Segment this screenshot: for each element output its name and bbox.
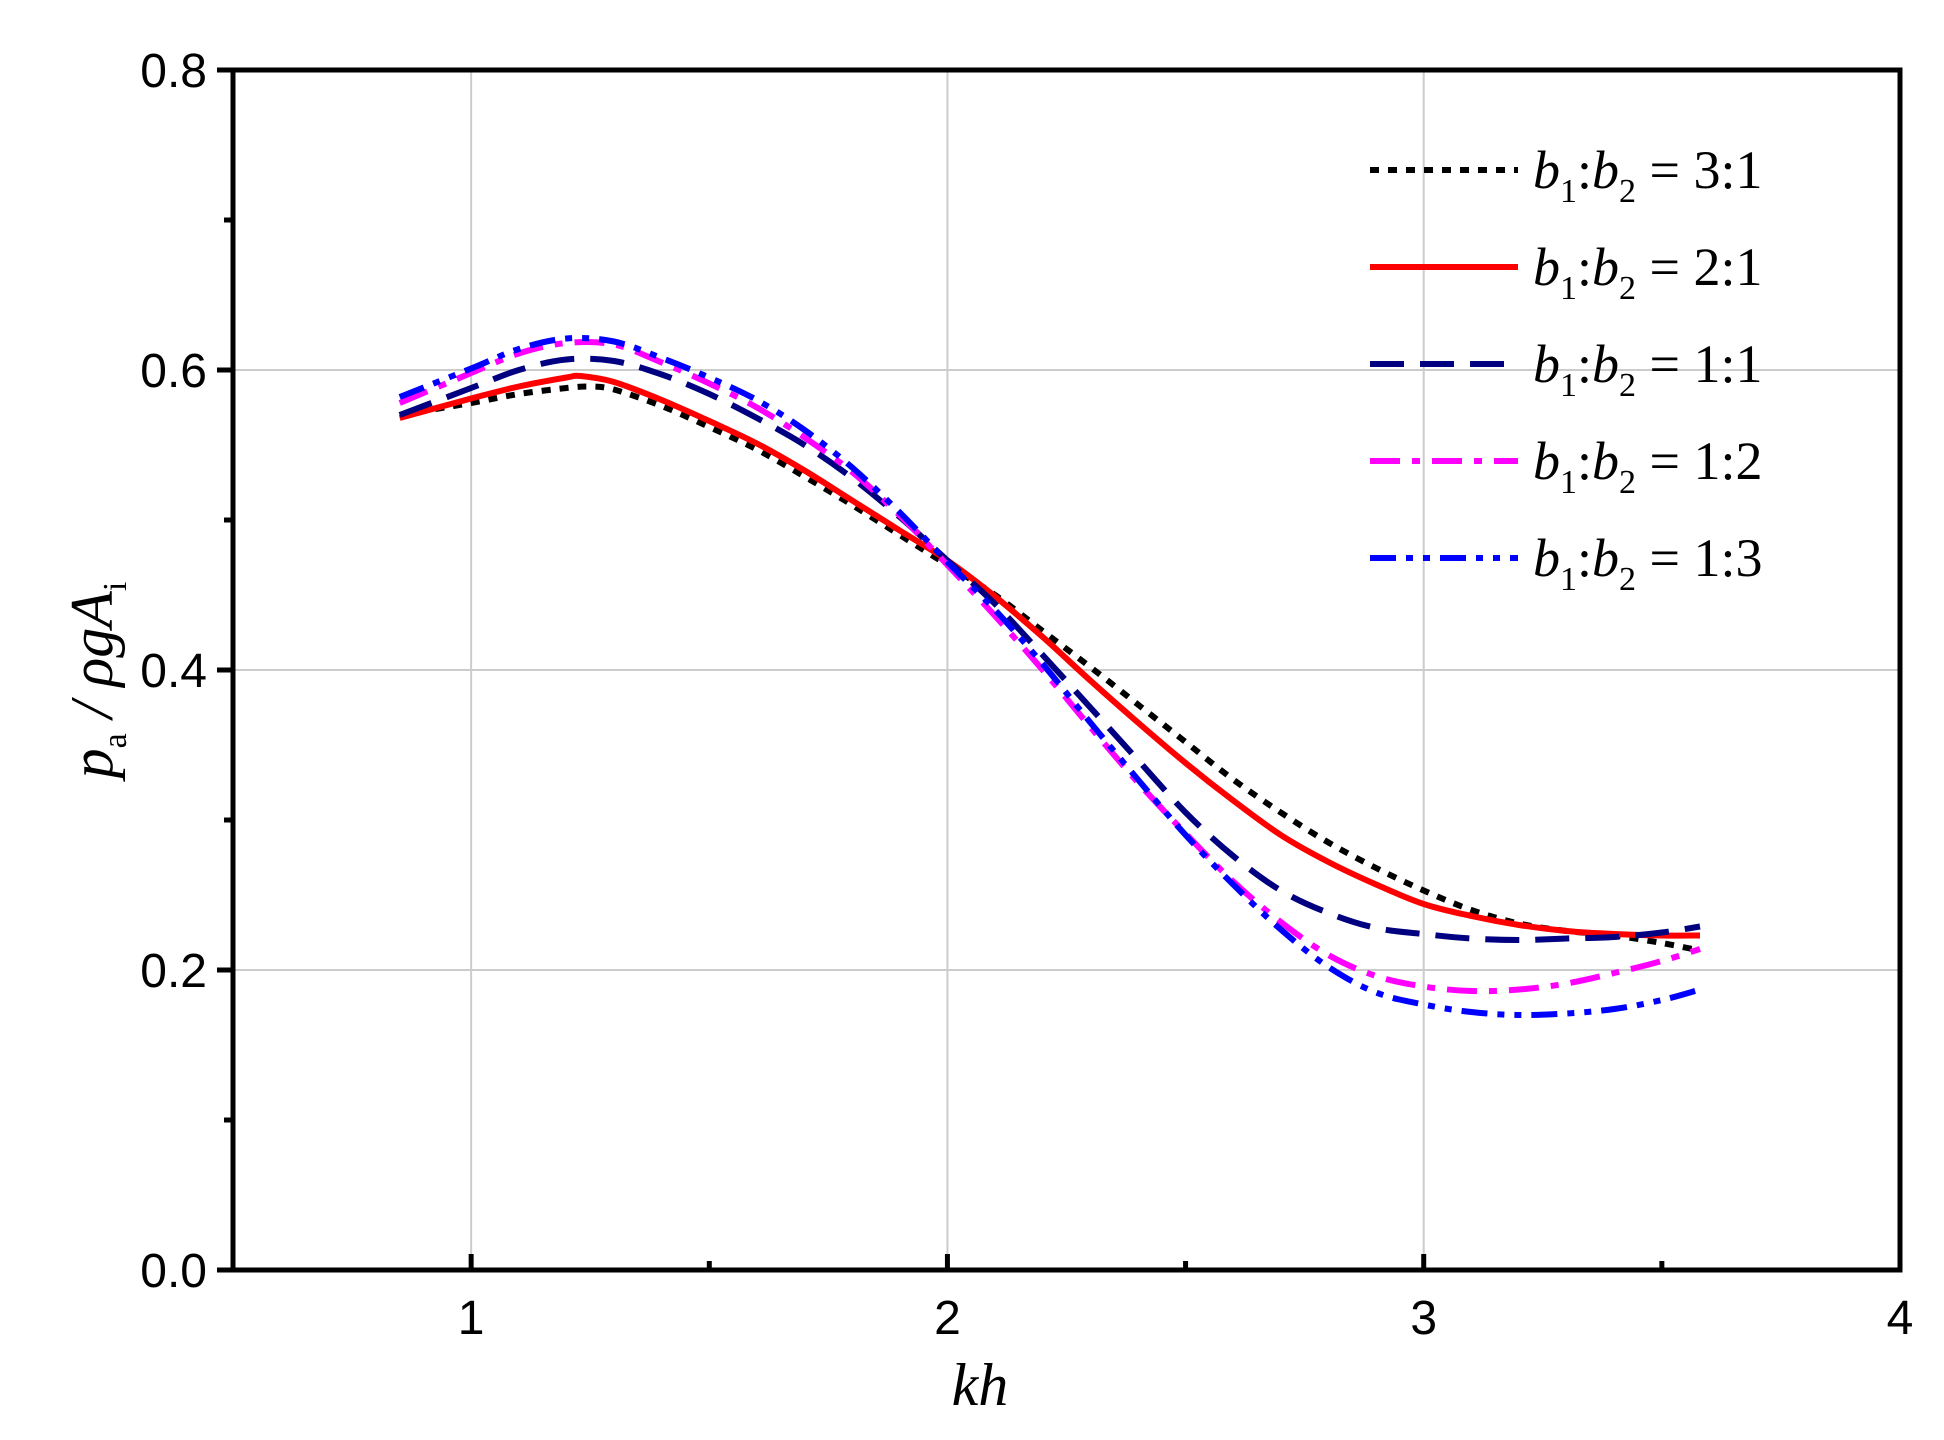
tick-labels: 1 2 3 4 0.0 0.2 0.4 0.6 0.8 xyxy=(140,45,1913,1345)
x-tick-label: 1 xyxy=(458,1292,485,1345)
y-tick-label: 0.8 xyxy=(140,45,207,98)
y-tick-label: 0.6 xyxy=(140,345,207,398)
legend: b1:b2 = 3:1 b1:b2 = 2:1 b1:b2 = 1:1 b1:b2 =… xyxy=(1370,140,1762,598)
series-lines xyxy=(398,335,1701,1019)
x-axis-title: kh xyxy=(952,1352,1009,1418)
series-line-5 xyxy=(398,335,1701,1019)
legend-label-5: b1:b2 = 1:3 xyxy=(1533,528,1762,598)
x-tick-label: 2 xyxy=(934,1292,961,1345)
x-tick-label: 4 xyxy=(1887,1292,1914,1345)
y-tick-label: 0.0 xyxy=(140,1245,207,1298)
series-line-4 xyxy=(398,338,1701,995)
series-line-3 xyxy=(398,355,1701,943)
y-tick-label: 0.4 xyxy=(140,645,207,698)
legend-label-1: b1:b2 = 3:1 xyxy=(1533,140,1762,210)
series-line-2 xyxy=(398,372,1701,939)
y-tick-label: 0.2 xyxy=(140,945,207,998)
y-axis-title: pa / ρgAi xyxy=(59,582,134,783)
legend-label-2: b1:b2 = 2:1 xyxy=(1533,237,1762,307)
legend-label-4: b1:b2 = 1:2 xyxy=(1533,431,1762,501)
axis-ticks xyxy=(217,67,1903,1273)
series-line-1 xyxy=(399,383,1701,954)
legend-label-3: b1:b2 = 1:1 xyxy=(1533,334,1762,404)
x-tick-label: 3 xyxy=(1410,1292,1437,1345)
